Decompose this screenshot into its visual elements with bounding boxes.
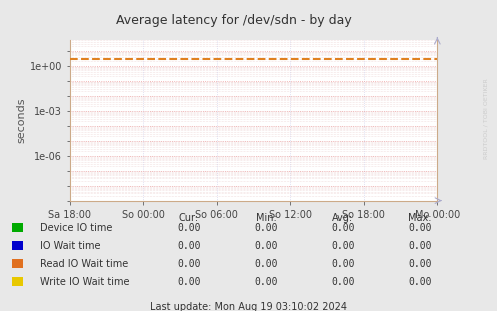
Text: 0.00: 0.00 [254, 223, 278, 233]
Text: 0.00: 0.00 [408, 241, 432, 251]
Text: Avg:: Avg: [332, 213, 353, 223]
Text: 0.00: 0.00 [408, 223, 432, 233]
Text: 0.00: 0.00 [177, 241, 201, 251]
Text: 0.00: 0.00 [331, 241, 355, 251]
Text: 0.00: 0.00 [408, 259, 432, 269]
Text: 0.00: 0.00 [254, 241, 278, 251]
Text: Average latency for /dev/sdn - by day: Average latency for /dev/sdn - by day [116, 14, 351, 27]
Text: Max:: Max: [408, 213, 432, 223]
Y-axis label: seconds: seconds [17, 98, 27, 143]
Text: 0.00: 0.00 [254, 259, 278, 269]
Text: 0.00: 0.00 [408, 277, 432, 287]
Text: Write IO Wait time: Write IO Wait time [40, 277, 129, 287]
Text: 0.00: 0.00 [331, 223, 355, 233]
Text: IO Wait time: IO Wait time [40, 241, 100, 251]
Text: Last update: Mon Aug 19 03:10:02 2024: Last update: Mon Aug 19 03:10:02 2024 [150, 302, 347, 311]
Text: 0.00: 0.00 [177, 277, 201, 287]
Text: 0.00: 0.00 [177, 259, 201, 269]
Text: Cur:: Cur: [179, 213, 199, 223]
Text: 0.00: 0.00 [331, 259, 355, 269]
Text: 0.00: 0.00 [254, 277, 278, 287]
Text: Device IO time: Device IO time [40, 223, 112, 233]
Text: 0.00: 0.00 [177, 223, 201, 233]
Text: Min:: Min: [255, 213, 276, 223]
Text: RRDTOOL / TOBI OETIKER: RRDTOOL / TOBI OETIKER [483, 78, 488, 159]
Text: 0.00: 0.00 [331, 277, 355, 287]
Text: Read IO Wait time: Read IO Wait time [40, 259, 128, 269]
